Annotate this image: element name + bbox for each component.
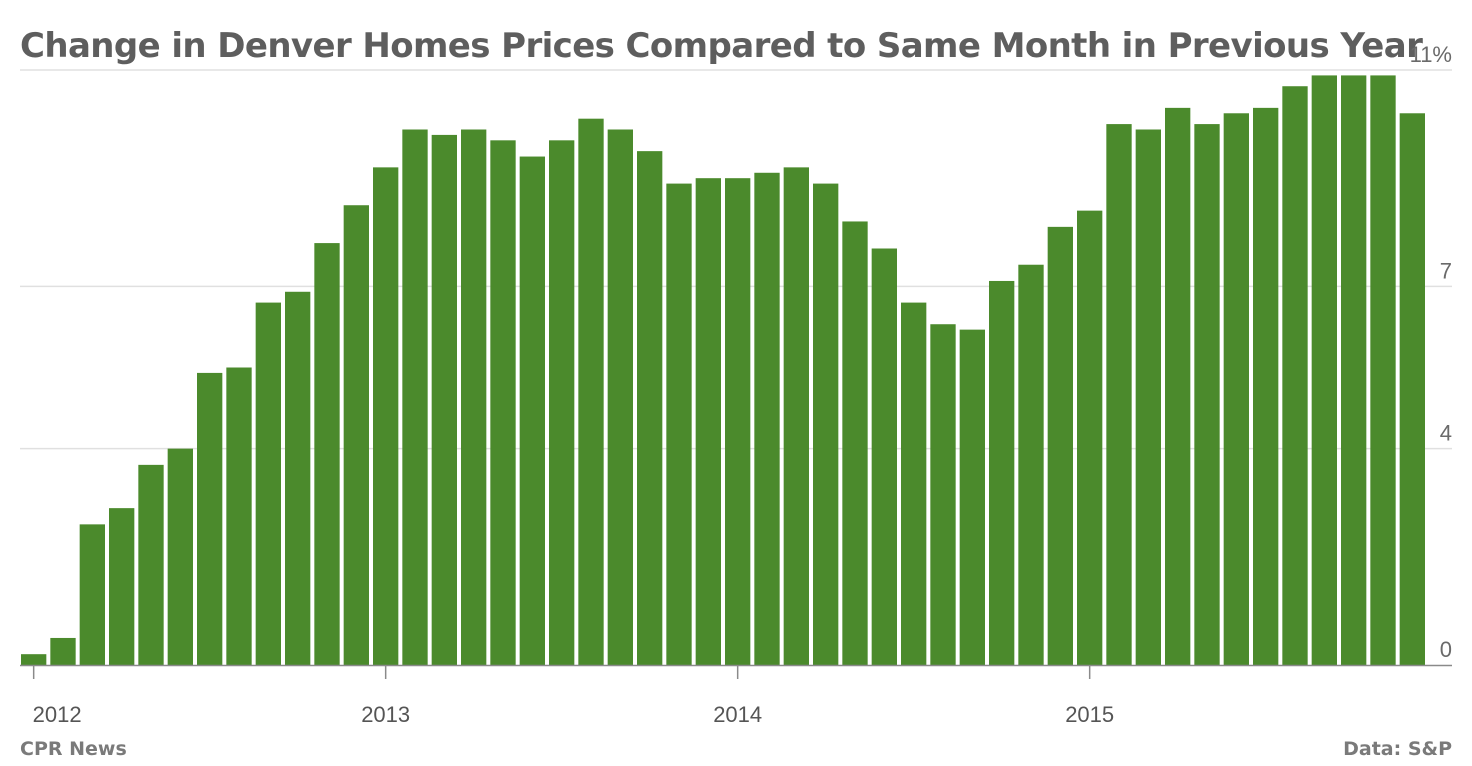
bar [461, 129, 487, 665]
bar [754, 172, 780, 666]
bar [138, 464, 164, 665]
bar [343, 205, 369, 665]
bar [842, 221, 868, 666]
data-source: Data: S&P [1343, 738, 1452, 760]
bar [1253, 107, 1279, 665]
bar [637, 151, 663, 666]
chart-title: Change in Denver Homes Prices Compared t… [20, 26, 1423, 66]
bar [167, 448, 193, 665]
bar [314, 243, 340, 665]
bar [1077, 210, 1103, 666]
bar [989, 280, 1015, 665]
bar [578, 118, 604, 665]
bar [783, 167, 809, 665]
bar [109, 508, 135, 665]
bar [1047, 226, 1073, 665]
bar [255, 302, 281, 665]
bar [1106, 124, 1132, 665]
bar [402, 129, 428, 665]
y-tick-label: 0 [1440, 637, 1452, 662]
bar [490, 140, 516, 665]
bar [226, 367, 252, 665]
bar [666, 183, 692, 665]
bar [725, 178, 751, 665]
axes: 0 4 7 11% 2012 2013 2014 2015 [20, 42, 1452, 727]
bar [519, 156, 545, 665]
bar [607, 129, 633, 665]
bar [901, 302, 927, 665]
bar [21, 654, 47, 665]
bar [1165, 107, 1191, 665]
bar [813, 183, 839, 665]
bar [373, 167, 399, 665]
bar [959, 329, 985, 665]
bar [1135, 129, 1161, 665]
x-tick-label: 2013 [361, 702, 410, 727]
bar [1370, 75, 1396, 666]
x-tick-label: 2012 [33, 702, 82, 727]
y-tick-label: 11% [1410, 42, 1452, 67]
bar [431, 134, 457, 666]
bar [197, 372, 223, 665]
x-tick-label: 2014 [713, 702, 762, 727]
bar [695, 178, 721, 665]
bar [79, 524, 105, 665]
x-tick-label: 2015 [1065, 702, 1114, 727]
y-tick-label: 7 [1440, 258, 1452, 283]
y-tick-label: 4 [1440, 421, 1452, 446]
bar [285, 291, 311, 665]
bars [21, 75, 1425, 666]
bar [1282, 86, 1308, 665]
bar [1341, 75, 1367, 666]
bar [1311, 75, 1337, 666]
bar [1194, 124, 1220, 665]
bar [871, 248, 897, 665]
bar [50, 637, 76, 665]
bar [1018, 264, 1044, 665]
bar [930, 324, 956, 665]
bar [1223, 113, 1249, 666]
bar [549, 140, 575, 665]
source-credit: CPR News [20, 738, 127, 760]
bar [1399, 113, 1425, 666]
